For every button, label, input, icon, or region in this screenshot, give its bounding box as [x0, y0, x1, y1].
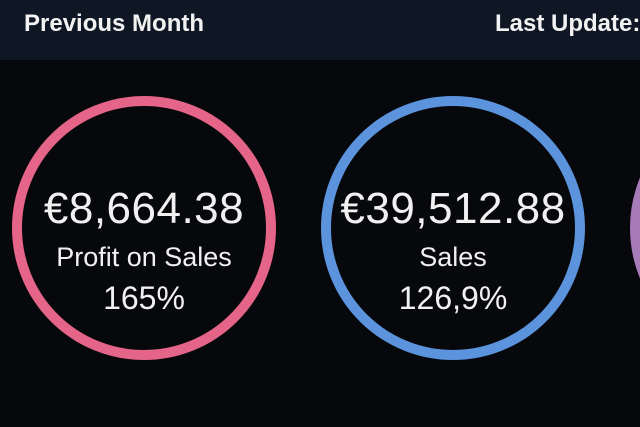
- kpi-percent: 165%: [103, 280, 185, 316]
- kpi-value: €8,664.38: [43, 184, 245, 233]
- period-title: Previous Month: [24, 10, 205, 37]
- header-bar: Previous Month Last Update:: [0, 0, 640, 60]
- last-update-label: Last Update:: [495, 10, 640, 37]
- kpi-label: Profit on Sales: [56, 242, 232, 272]
- kpi-percent: 126,9%: [398, 280, 508, 316]
- kpi-circle-profit-on-sales[interactable]: €8,664.38 Profit on Sales 165%: [12, 96, 276, 360]
- kpi-label: Sales: [419, 242, 487, 272]
- kpi-circle-sales[interactable]: €39,512.88 Sales 126,9%: [321, 96, 585, 360]
- kpi-area: €8,664.38 Profit on Sales 165% €39,512.8…: [0, 60, 640, 427]
- kpi-circle-partial[interactable]: [630, 96, 640, 360]
- kpi-value: €39,512.88: [340, 184, 566, 233]
